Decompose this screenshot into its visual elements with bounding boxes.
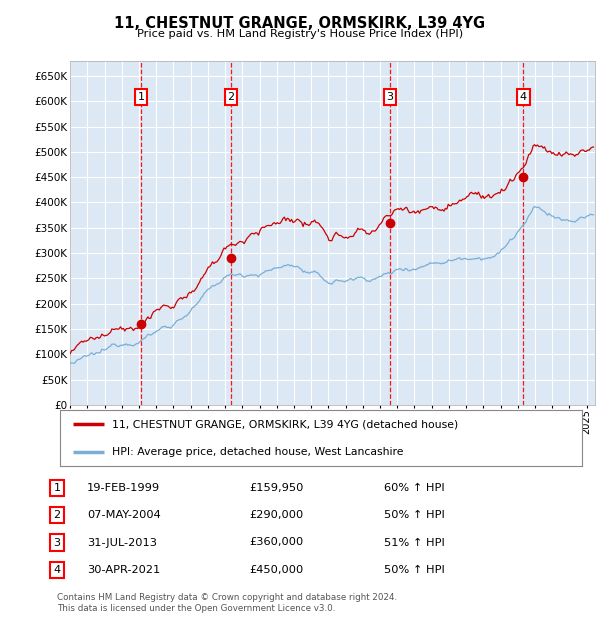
Text: HPI: Average price, detached house, West Lancashire: HPI: Average price, detached house, West… bbox=[112, 447, 404, 458]
Text: £450,000: £450,000 bbox=[249, 565, 303, 575]
Text: 1: 1 bbox=[137, 92, 145, 102]
Text: 3: 3 bbox=[53, 538, 61, 547]
Text: £159,950: £159,950 bbox=[249, 483, 304, 493]
Text: 50% ↑ HPI: 50% ↑ HPI bbox=[384, 510, 445, 520]
Text: Price paid vs. HM Land Registry's House Price Index (HPI): Price paid vs. HM Land Registry's House … bbox=[137, 29, 463, 39]
Text: 2: 2 bbox=[227, 92, 235, 102]
Text: 1: 1 bbox=[53, 483, 61, 493]
Text: £360,000: £360,000 bbox=[249, 538, 303, 547]
Text: 19-FEB-1999: 19-FEB-1999 bbox=[87, 483, 160, 493]
Text: 4: 4 bbox=[53, 565, 61, 575]
Text: 51% ↑ HPI: 51% ↑ HPI bbox=[384, 538, 445, 547]
Text: 2: 2 bbox=[53, 510, 61, 520]
Text: 3: 3 bbox=[386, 92, 394, 102]
Text: 50% ↑ HPI: 50% ↑ HPI bbox=[384, 565, 445, 575]
Text: 4: 4 bbox=[520, 92, 527, 102]
Text: 11, CHESTNUT GRANGE, ORMSKIRK, L39 4YG: 11, CHESTNUT GRANGE, ORMSKIRK, L39 4YG bbox=[115, 16, 485, 30]
Text: 11, CHESTNUT GRANGE, ORMSKIRK, L39 4YG (detached house): 11, CHESTNUT GRANGE, ORMSKIRK, L39 4YG (… bbox=[112, 419, 458, 430]
Text: 30-APR-2021: 30-APR-2021 bbox=[87, 565, 160, 575]
Text: Contains HM Land Registry data © Crown copyright and database right 2024.
This d: Contains HM Land Registry data © Crown c… bbox=[57, 593, 397, 613]
Text: 60% ↑ HPI: 60% ↑ HPI bbox=[384, 483, 445, 493]
Text: 07-MAY-2004: 07-MAY-2004 bbox=[87, 510, 161, 520]
Text: £290,000: £290,000 bbox=[249, 510, 303, 520]
Text: 31-JUL-2013: 31-JUL-2013 bbox=[87, 538, 157, 547]
